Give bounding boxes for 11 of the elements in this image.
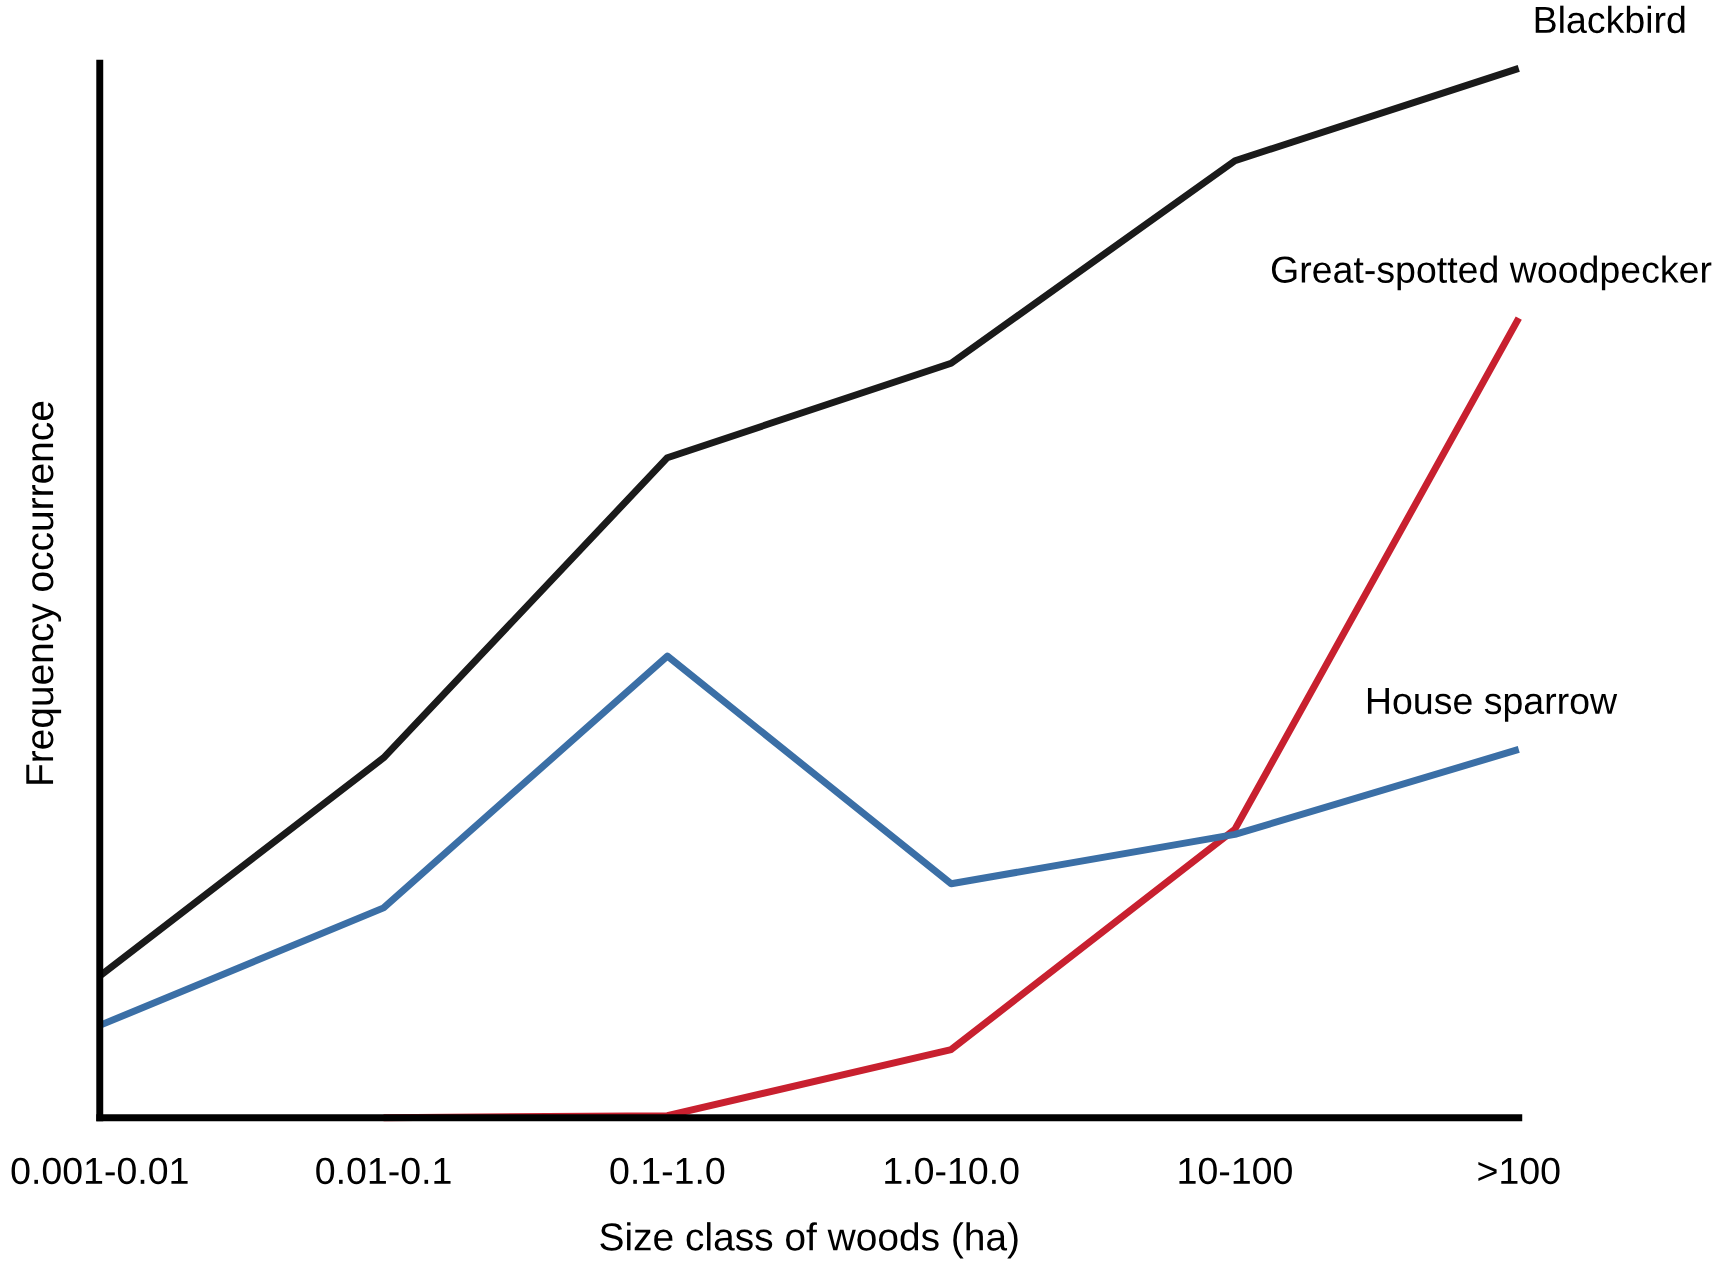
- x-tick-label: >100: [1478, 1157, 1560, 1185]
- x-tick-label: 0.001-0.01: [11, 1157, 188, 1185]
- y-axis-title: Frequency occurrence: [26, 401, 62, 784]
- x-tick-label: 1.0-10.0: [885, 1157, 1019, 1185]
- series-label: Great-spotted woodpecker: [1271, 255, 1712, 291]
- series-label: Blackbird: [1535, 5, 1685, 34]
- x-tick-label: 0.01-0.1: [316, 1157, 451, 1185]
- x-tick-label: 10-100: [1179, 1157, 1292, 1185]
- x-tick-label: 0.1-1.0: [610, 1157, 725, 1185]
- x-axis-title: Size class of woods (ha): [600, 1222, 1018, 1259]
- series-label: House sparrow: [1367, 688, 1618, 722]
